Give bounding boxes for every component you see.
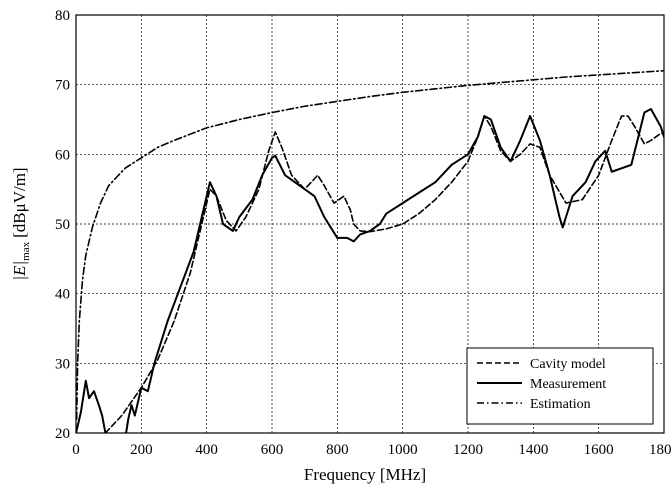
series-line-estimation: [76, 69, 664, 420]
y-axis-label-sub: max: [20, 241, 32, 260]
y-tick-label: 40: [55, 287, 70, 303]
y-tick-label: 30: [55, 356, 70, 372]
y-tick-label: 20: [55, 426, 70, 442]
x-tick-label: 400: [195, 442, 218, 458]
x-tick-label: 600: [261, 442, 284, 458]
y-tick-label: 50: [55, 217, 70, 233]
y-axis-label-unit: [dBμV/m]: [10, 167, 29, 238]
x-tick-label: 1800: [649, 442, 671, 458]
series-layer: [76, 69, 664, 433]
plot-frame: [75, 14, 665, 434]
x-tick-label: 200: [130, 442, 153, 458]
x-tick-label: 800: [326, 442, 349, 458]
x-tick-label: 1400: [518, 442, 548, 458]
legend: Cavity model Measurement Estimation: [466, 347, 654, 425]
y-axis-label-main: |E|: [10, 261, 29, 281]
series-line-cavity-model: [104, 115, 664, 433]
y-tick-label: 70: [55, 78, 70, 94]
x-tick-label: 1200: [453, 442, 483, 458]
x-tick-label: 0: [72, 442, 80, 458]
legend-label: Measurement: [530, 377, 606, 392]
grid: [76, 15, 664, 433]
x-axis-label: Frequency [MHz]: [304, 465, 426, 484]
x-axis-ticks: 0 200 400 600 800 1000 1200 1400 1600 1800: [72, 442, 671, 458]
legend-label: Estimation: [530, 397, 591, 412]
legend-label: Cavity model: [530, 357, 606, 372]
y-axis-label: |E|max [dBμV/m]: [10, 167, 32, 280]
series-line-measurement: [76, 108, 664, 433]
y-tick-label: 80: [55, 8, 70, 24]
x-tick-label: 1600: [584, 442, 614, 458]
legend-box: [466, 347, 654, 425]
x-tick-label: 1000: [388, 442, 418, 458]
y-tick-label: 60: [55, 147, 70, 163]
y-axis-ticks: 20 30 40 50 60 70 80: [55, 8, 70, 442]
